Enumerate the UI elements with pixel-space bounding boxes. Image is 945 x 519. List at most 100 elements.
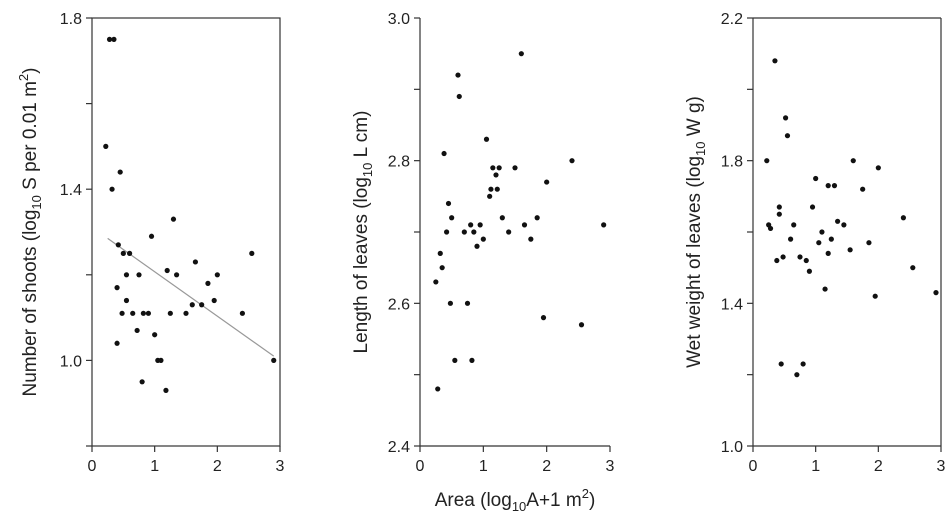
- y-tick-label: 1.8: [60, 11, 82, 28]
- data-point: [435, 386, 441, 392]
- y-axis-label-part-a: Number of shoots (log: [20, 210, 41, 397]
- data-point: [103, 143, 109, 149]
- data-point: [445, 200, 452, 207]
- y-tick-label: 1.0: [60, 353, 82, 370]
- data-point: [164, 267, 170, 274]
- x-tick-label: 3: [937, 458, 945, 475]
- data-point: [167, 310, 173, 316]
- x-axis-label-part-c: ): [589, 490, 595, 511]
- x-tick-label: 1: [811, 458, 820, 475]
- data-point: [483, 136, 490, 142]
- data-point: [866, 240, 872, 246]
- y-tick-label: 1.8: [721, 154, 743, 171]
- x-tick-label: 0: [88, 458, 97, 475]
- data-point: [163, 387, 169, 393]
- data-point: [490, 165, 496, 171]
- x-tick-label: 2: [874, 458, 883, 475]
- data-point: [778, 361, 784, 367]
- data-point: [474, 243, 480, 249]
- data-point: [847, 247, 853, 253]
- y-axis-label: Length of leaves (log10 L cm): [351, 111, 375, 354]
- data-point: [487, 193, 493, 199]
- data-point: [772, 58, 778, 64]
- data-point: [797, 254, 803, 260]
- y-axis-label-part-sub: 10: [360, 163, 375, 177]
- data-point: [494, 186, 500, 192]
- data-point: [123, 297, 130, 304]
- data-point: [114, 340, 120, 346]
- y-axis-label-part-a: Wet weight of leaves (log: [684, 156, 705, 368]
- data-point: [803, 257, 809, 264]
- data-point: [117, 169, 123, 175]
- x-axis-label: Area (log10A+1 m2): [435, 486, 596, 514]
- data-point: [127, 250, 133, 256]
- data-point: [782, 115, 789, 121]
- y-tick-label: 1.4: [60, 182, 82, 199]
- data-point: [148, 233, 155, 239]
- data-point: [456, 93, 462, 100]
- data-point: [136, 272, 142, 278]
- data-point: [872, 293, 878, 299]
- y-tick-label: 2.4: [388, 439, 410, 456]
- data-point: [114, 285, 120, 291]
- data-point: [119, 310, 125, 316]
- data-point: [933, 290, 939, 296]
- data-point: [214, 272, 220, 278]
- data-point: [813, 175, 819, 182]
- data-point: [828, 236, 834, 242]
- data-point: [816, 240, 822, 246]
- data-point: [469, 357, 475, 363]
- y-axis-label-part-a: Length of leaves (log: [351, 177, 372, 353]
- data-point: [518, 51, 524, 57]
- data-point: [791, 222, 797, 228]
- data-point: [130, 310, 136, 316]
- data-point: [788, 236, 794, 242]
- data-point: [471, 229, 477, 235]
- data-point: [152, 332, 158, 338]
- y-axis-label-part-sub: 10: [29, 195, 44, 209]
- data-point: [850, 158, 856, 164]
- data-point: [569, 158, 575, 164]
- data-point: [488, 186, 494, 192]
- y-axis-label-part-b: W g): [684, 96, 705, 141]
- x-tick-label: 0: [416, 458, 425, 475]
- y-axis-label-part-sub: 10: [693, 141, 708, 155]
- y-tick-label: 2.2: [721, 11, 743, 28]
- y-axis-label-part-sup: 2: [16, 74, 31, 81]
- x-tick-label: 1: [479, 458, 488, 475]
- data-point: [239, 310, 245, 316]
- data-point: [480, 236, 486, 242]
- data-point: [910, 265, 916, 271]
- data-point: [111, 36, 117, 43]
- y-tick-label: 1.0: [721, 439, 743, 456]
- data-point: [461, 229, 467, 235]
- data-point: [860, 186, 866, 192]
- data-point: [189, 302, 195, 308]
- data-point: [809, 204, 816, 210]
- x-axis-label-part-sub: 10: [512, 499, 526, 514]
- y-tick-label: 2.6: [388, 296, 410, 313]
- data-point: [455, 72, 461, 78]
- data-point: [468, 222, 474, 228]
- data-point: [825, 183, 831, 189]
- data-point: [109, 186, 115, 192]
- data-point: [794, 372, 800, 378]
- data-point: [444, 229, 450, 235]
- data-point: [439, 265, 445, 271]
- y-tick-label: 1.4: [721, 296, 743, 313]
- regression-line: [107, 237, 275, 357]
- data-point: [540, 315, 547, 321]
- data-point: [764, 158, 770, 164]
- y-axis-label: Wet weight of leaves (log10 W g): [684, 96, 708, 368]
- plot-frame: [91, 17, 281, 447]
- data-point: [477, 222, 483, 228]
- data-point: [205, 280, 211, 286]
- data-point: [780, 254, 786, 260]
- data-point: [776, 211, 782, 217]
- data-point: [499, 215, 505, 221]
- x-tick-label: 2: [213, 458, 222, 475]
- data-point: [174, 272, 180, 278]
- data-point: [767, 225, 774, 232]
- y-axis-label-part-b: L cm): [351, 111, 372, 163]
